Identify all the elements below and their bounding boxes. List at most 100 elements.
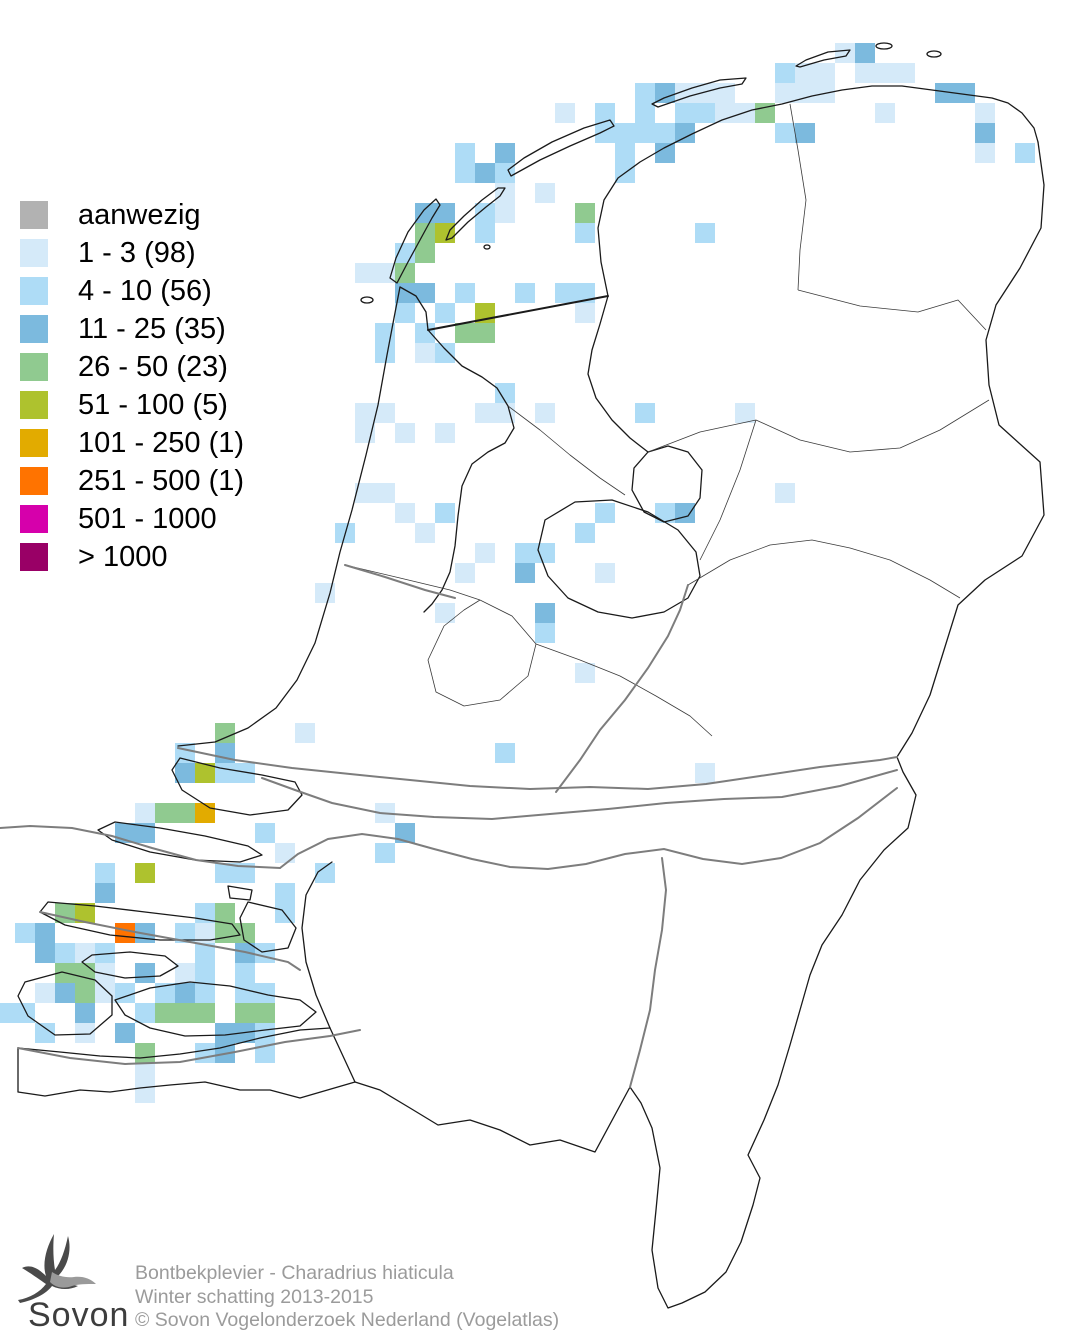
- legend-swatch: [20, 239, 48, 267]
- distribution-cell: [475, 223, 495, 243]
- legend-label: aanwezig: [78, 198, 201, 231]
- distribution-cell: [195, 923, 215, 943]
- distribution-cell: [135, 803, 155, 823]
- distribution-cell: [255, 823, 275, 843]
- legend-label: 26 - 50 (23): [78, 350, 228, 383]
- legend-item: 501 - 1000: [20, 500, 244, 538]
- distribution-cell: [655, 83, 675, 103]
- distribution-cell: [95, 863, 115, 883]
- distribution-cell: [35, 1023, 55, 1043]
- distribution-cell: [855, 43, 875, 63]
- distribution-cell: [435, 503, 455, 523]
- distribution-cell: [455, 563, 475, 583]
- distribution-cell: [495, 203, 515, 223]
- distribution-cell: [155, 1003, 175, 1023]
- distribution-cell: [195, 1003, 215, 1023]
- distribution-cell: [175, 1003, 195, 1023]
- legend-item: 4 - 10 (56): [20, 272, 244, 310]
- distribution-cell: [495, 743, 515, 763]
- distribution-cell: [215, 1023, 235, 1043]
- footer-text: Bontbekplevier - Charadrius hiaticula Wi…: [135, 1262, 559, 1333]
- distribution-cell: [435, 303, 455, 323]
- legend-swatch: [20, 543, 48, 571]
- distribution-cell: [575, 283, 595, 303]
- legend-label: 101 - 250 (1): [78, 426, 245, 459]
- distribution-cell: [855, 63, 875, 83]
- distribution-cell: [195, 963, 215, 983]
- legend-item: 251 - 500 (1): [20, 462, 244, 500]
- sovon-wordmark: Sovon: [28, 1296, 130, 1334]
- legend-label: 251 - 500 (1): [78, 464, 245, 497]
- distribution-cell: [535, 603, 555, 623]
- footer: Sovon Bontbekplevier - Charadrius hiatic…: [0, 1228, 1074, 1340]
- legend-item: > 1000: [20, 538, 244, 576]
- distribution-cell: [895, 63, 915, 83]
- distribution-cell: [635, 403, 655, 423]
- distribution-cell: [215, 903, 235, 923]
- legend-swatch: [20, 429, 48, 457]
- distribution-cell: [175, 803, 195, 823]
- distribution-cell: [575, 523, 595, 543]
- distribution-cell: [155, 803, 175, 823]
- distribution-cell: [75, 1023, 95, 1043]
- distribution-cell: [355, 403, 375, 423]
- distribution-cell: [455, 163, 475, 183]
- distribution-cell: [735, 403, 755, 423]
- distribution-cell: [75, 943, 95, 963]
- distribution-cell: [535, 623, 555, 643]
- distribution-cell: [275, 843, 295, 863]
- legend-swatch: [20, 467, 48, 495]
- legend-label: 4 - 10 (56): [78, 274, 212, 307]
- distribution-cell: [135, 963, 155, 983]
- legend-item: 11 - 25 (35): [20, 310, 244, 348]
- distribution-cell: [455, 143, 475, 163]
- distribution-cell: [295, 723, 315, 743]
- distribution-cell: [975, 143, 995, 163]
- distribution-cell: [375, 843, 395, 863]
- distribution-cell: [875, 63, 895, 83]
- distribution-cell: [475, 403, 495, 423]
- distribution-cell: [775, 63, 795, 83]
- distribution-cell: [135, 1003, 155, 1023]
- distribution-cell: [535, 183, 555, 203]
- distribution-cell: [235, 923, 255, 943]
- distribution-cell: [55, 943, 75, 963]
- distribution-cell: [115, 1023, 135, 1043]
- legend-item: 51 - 100 (5): [20, 386, 244, 424]
- distribution-cell: [95, 983, 115, 1003]
- distribution-cell: [515, 563, 535, 583]
- distribution-cell: [355, 483, 375, 503]
- legend-swatch: [20, 391, 48, 419]
- distribution-cell: [415, 343, 435, 363]
- distribution-cell: [395, 823, 415, 843]
- distribution-cell: [955, 83, 975, 103]
- legend-item: 1 - 3 (98): [20, 234, 244, 272]
- distribution-cell: [675, 103, 695, 123]
- legend-label: 51 - 100 (5): [78, 388, 228, 421]
- distribution-cell: [795, 123, 815, 143]
- distribution-cell: [235, 963, 255, 983]
- distribution-cell: [695, 223, 715, 243]
- distribution-cell: [575, 663, 595, 683]
- distribution-cell: [415, 243, 435, 263]
- distribution-cell: [175, 963, 195, 983]
- distribution-cell: [515, 543, 535, 563]
- distribution-cell: [0, 1003, 15, 1023]
- distribution-cell: [75, 983, 95, 1003]
- distribution-cell: [35, 943, 55, 963]
- distribution-cell: [195, 983, 215, 1003]
- distribution-cell: [435, 603, 455, 623]
- distribution-cell: [695, 763, 715, 783]
- distribution-cell: [375, 403, 395, 423]
- distribution-cell: [95, 963, 115, 983]
- distribution-cell: [215, 723, 235, 743]
- distribution-cell: [275, 883, 295, 903]
- sovon-swallow-logo-icon: [18, 1234, 96, 1303]
- distribution-cell: [235, 863, 255, 883]
- distribution-cell: [135, 863, 155, 883]
- distribution-cell: [495, 143, 515, 163]
- distribution-cell: [555, 103, 575, 123]
- distribution-cell: [655, 503, 675, 523]
- distribution-cell: [555, 283, 575, 303]
